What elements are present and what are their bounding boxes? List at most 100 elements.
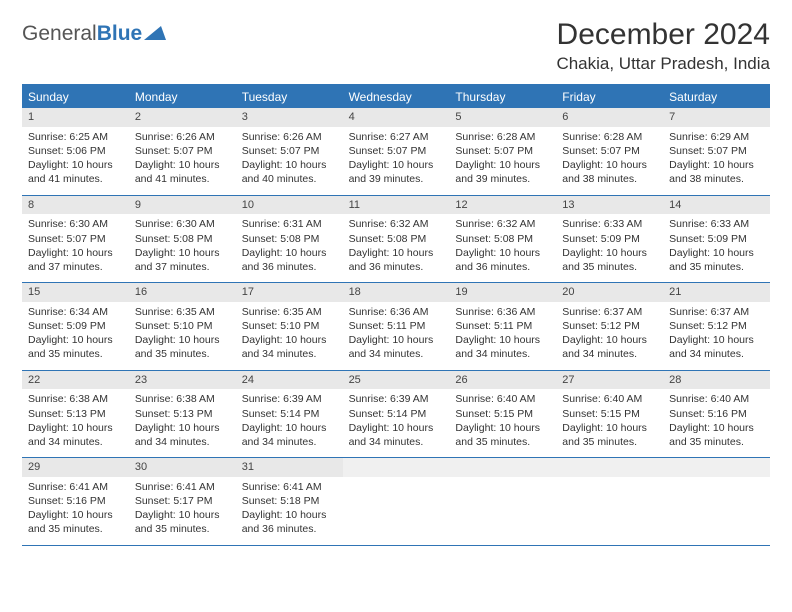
sunset-text: Sunset: 5:13 PM [28, 407, 123, 421]
daylight-text: Daylight: 10 hours and 35 minutes. [669, 246, 764, 274]
calendar-cell: 27Sunrise: 6:40 AMSunset: 5:15 PMDayligh… [556, 371, 663, 458]
sunrise-text: Sunrise: 6:39 AM [349, 392, 444, 406]
day-body: Sunrise: 6:31 AMSunset: 5:08 PMDaylight:… [236, 214, 343, 282]
calendar: Sunday Monday Tuesday Wednesday Thursday… [22, 84, 770, 546]
calendar-cell: 25Sunrise: 6:39 AMSunset: 5:14 PMDayligh… [343, 371, 450, 458]
location: Chakia, Uttar Pradesh, India [556, 54, 770, 74]
sunset-text: Sunset: 5:16 PM [669, 407, 764, 421]
calendar-cell: 20Sunrise: 6:37 AMSunset: 5:12 PMDayligh… [556, 283, 663, 370]
day-number: 8 [22, 196, 129, 215]
logo: GeneralBlue [22, 22, 166, 46]
calendar-cell: 24Sunrise: 6:39 AMSunset: 5:14 PMDayligh… [236, 371, 343, 458]
day-number: 2 [129, 108, 236, 127]
sunset-text: Sunset: 5:07 PM [349, 144, 444, 158]
day-body: Sunrise: 6:35 AMSunset: 5:10 PMDaylight:… [236, 302, 343, 370]
sunset-text: Sunset: 5:08 PM [349, 232, 444, 246]
calendar-cell: 30Sunrise: 6:41 AMSunset: 5:17 PMDayligh… [129, 458, 236, 545]
calendar-cell-empty: . [449, 458, 556, 545]
calendar-cell: 28Sunrise: 6:40 AMSunset: 5:16 PMDayligh… [663, 371, 770, 458]
calendar-cell: 17Sunrise: 6:35 AMSunset: 5:10 PMDayligh… [236, 283, 343, 370]
calendar-cell: 16Sunrise: 6:35 AMSunset: 5:10 PMDayligh… [129, 283, 236, 370]
sunrise-text: Sunrise: 6:40 AM [562, 392, 657, 406]
sunrise-text: Sunrise: 6:39 AM [242, 392, 337, 406]
sunset-text: Sunset: 5:07 PM [669, 144, 764, 158]
calendar-cell: 3Sunrise: 6:26 AMSunset: 5:07 PMDaylight… [236, 108, 343, 195]
sunset-text: Sunset: 5:15 PM [562, 407, 657, 421]
calendar-cell: 13Sunrise: 6:33 AMSunset: 5:09 PMDayligh… [556, 196, 663, 283]
sunset-text: Sunset: 5:14 PM [349, 407, 444, 421]
day-number: 17 [236, 283, 343, 302]
header: GeneralBlue December 2024 Chakia, Uttar … [22, 18, 770, 74]
daylight-text: Daylight: 10 hours and 36 minutes. [242, 246, 337, 274]
dayname: Tuesday [236, 86, 343, 108]
daylight-text: Daylight: 10 hours and 41 minutes. [28, 158, 123, 186]
week-row: 8Sunrise: 6:30 AMSunset: 5:07 PMDaylight… [22, 195, 770, 283]
sunrise-text: Sunrise: 6:32 AM [455, 217, 550, 231]
day-body: Sunrise: 6:41 AMSunset: 5:16 PMDaylight:… [22, 477, 129, 545]
day-body: Sunrise: 6:39 AMSunset: 5:14 PMDaylight:… [236, 389, 343, 457]
day-number: 27 [556, 371, 663, 390]
day-body: Sunrise: 6:36 AMSunset: 5:11 PMDaylight:… [449, 302, 556, 370]
calendar-cell: 9Sunrise: 6:30 AMSunset: 5:08 PMDaylight… [129, 196, 236, 283]
day-body: Sunrise: 6:28 AMSunset: 5:07 PMDaylight:… [449, 127, 556, 195]
calendar-cell: 4Sunrise: 6:27 AMSunset: 5:07 PMDaylight… [343, 108, 450, 195]
daylight-text: Daylight: 10 hours and 34 minutes. [135, 421, 230, 449]
month-year: December 2024 [556, 18, 770, 52]
sunset-text: Sunset: 5:08 PM [242, 232, 337, 246]
day-body: Sunrise: 6:36 AMSunset: 5:11 PMDaylight:… [343, 302, 450, 370]
dayname: Saturday [663, 86, 770, 108]
week-row: 15Sunrise: 6:34 AMSunset: 5:09 PMDayligh… [22, 282, 770, 370]
sunset-text: Sunset: 5:09 PM [28, 319, 123, 333]
daylight-text: Daylight: 10 hours and 34 minutes. [349, 333, 444, 361]
sunset-text: Sunset: 5:13 PM [135, 407, 230, 421]
day-number: 10 [236, 196, 343, 215]
day-number: 18 [343, 283, 450, 302]
sunrise-text: Sunrise: 6:25 AM [28, 130, 123, 144]
dayname: Thursday [449, 86, 556, 108]
calendar-cell: 22Sunrise: 6:38 AMSunset: 5:13 PMDayligh… [22, 371, 129, 458]
day-body: Sunrise: 6:29 AMSunset: 5:07 PMDaylight:… [663, 127, 770, 195]
sunrise-text: Sunrise: 6:36 AM [349, 305, 444, 319]
sunset-text: Sunset: 5:07 PM [455, 144, 550, 158]
calendar-cell: 11Sunrise: 6:32 AMSunset: 5:08 PMDayligh… [343, 196, 450, 283]
sunrise-text: Sunrise: 6:41 AM [28, 480, 123, 494]
day-body: Sunrise: 6:25 AMSunset: 5:06 PMDaylight:… [22, 127, 129, 195]
title-block: December 2024 Chakia, Uttar Pradesh, Ind… [556, 18, 770, 74]
sunrise-text: Sunrise: 6:34 AM [28, 305, 123, 319]
day-number: 5 [449, 108, 556, 127]
daylight-text: Daylight: 10 hours and 35 minutes. [562, 246, 657, 274]
calendar-cell-empty: . [556, 458, 663, 545]
day-number: 1 [22, 108, 129, 127]
day-number: 28 [663, 371, 770, 390]
day-body: Sunrise: 6:38 AMSunset: 5:13 PMDaylight:… [129, 389, 236, 457]
sunrise-text: Sunrise: 6:32 AM [349, 217, 444, 231]
sunrise-text: Sunrise: 6:37 AM [562, 305, 657, 319]
sunrise-text: Sunrise: 6:33 AM [562, 217, 657, 231]
daylight-text: Daylight: 10 hours and 40 minutes. [242, 158, 337, 186]
logo-text-general: General [22, 22, 97, 45]
daylight-text: Daylight: 10 hours and 35 minutes. [135, 508, 230, 536]
day-number: 19 [449, 283, 556, 302]
calendar-cell: 14Sunrise: 6:33 AMSunset: 5:09 PMDayligh… [663, 196, 770, 283]
day-body: Sunrise: 6:40 AMSunset: 5:15 PMDaylight:… [449, 389, 556, 457]
daylight-text: Daylight: 10 hours and 34 minutes. [242, 421, 337, 449]
day-body: Sunrise: 6:34 AMSunset: 5:09 PMDaylight:… [22, 302, 129, 370]
dayname: Monday [129, 86, 236, 108]
daylight-text: Daylight: 10 hours and 37 minutes. [28, 246, 123, 274]
day-body: Sunrise: 6:30 AMSunset: 5:08 PMDaylight:… [129, 214, 236, 282]
dayname: Wednesday [343, 86, 450, 108]
day-body: Sunrise: 6:35 AMSunset: 5:10 PMDaylight:… [129, 302, 236, 370]
sunset-text: Sunset: 5:15 PM [455, 407, 550, 421]
daylight-text: Daylight: 10 hours and 35 minutes. [455, 421, 550, 449]
logo-text: GeneralBlue [22, 22, 142, 46]
day-number: 20 [556, 283, 663, 302]
sunrise-text: Sunrise: 6:27 AM [349, 130, 444, 144]
sunset-text: Sunset: 5:16 PM [28, 494, 123, 508]
sunset-text: Sunset: 5:12 PM [562, 319, 657, 333]
daylight-text: Daylight: 10 hours and 36 minutes. [349, 246, 444, 274]
day-body: Sunrise: 6:32 AMSunset: 5:08 PMDaylight:… [449, 214, 556, 282]
daylight-text: Daylight: 10 hours and 38 minutes. [669, 158, 764, 186]
day-number: 25 [343, 371, 450, 390]
sunset-text: Sunset: 5:08 PM [455, 232, 550, 246]
sunset-text: Sunset: 5:11 PM [349, 319, 444, 333]
